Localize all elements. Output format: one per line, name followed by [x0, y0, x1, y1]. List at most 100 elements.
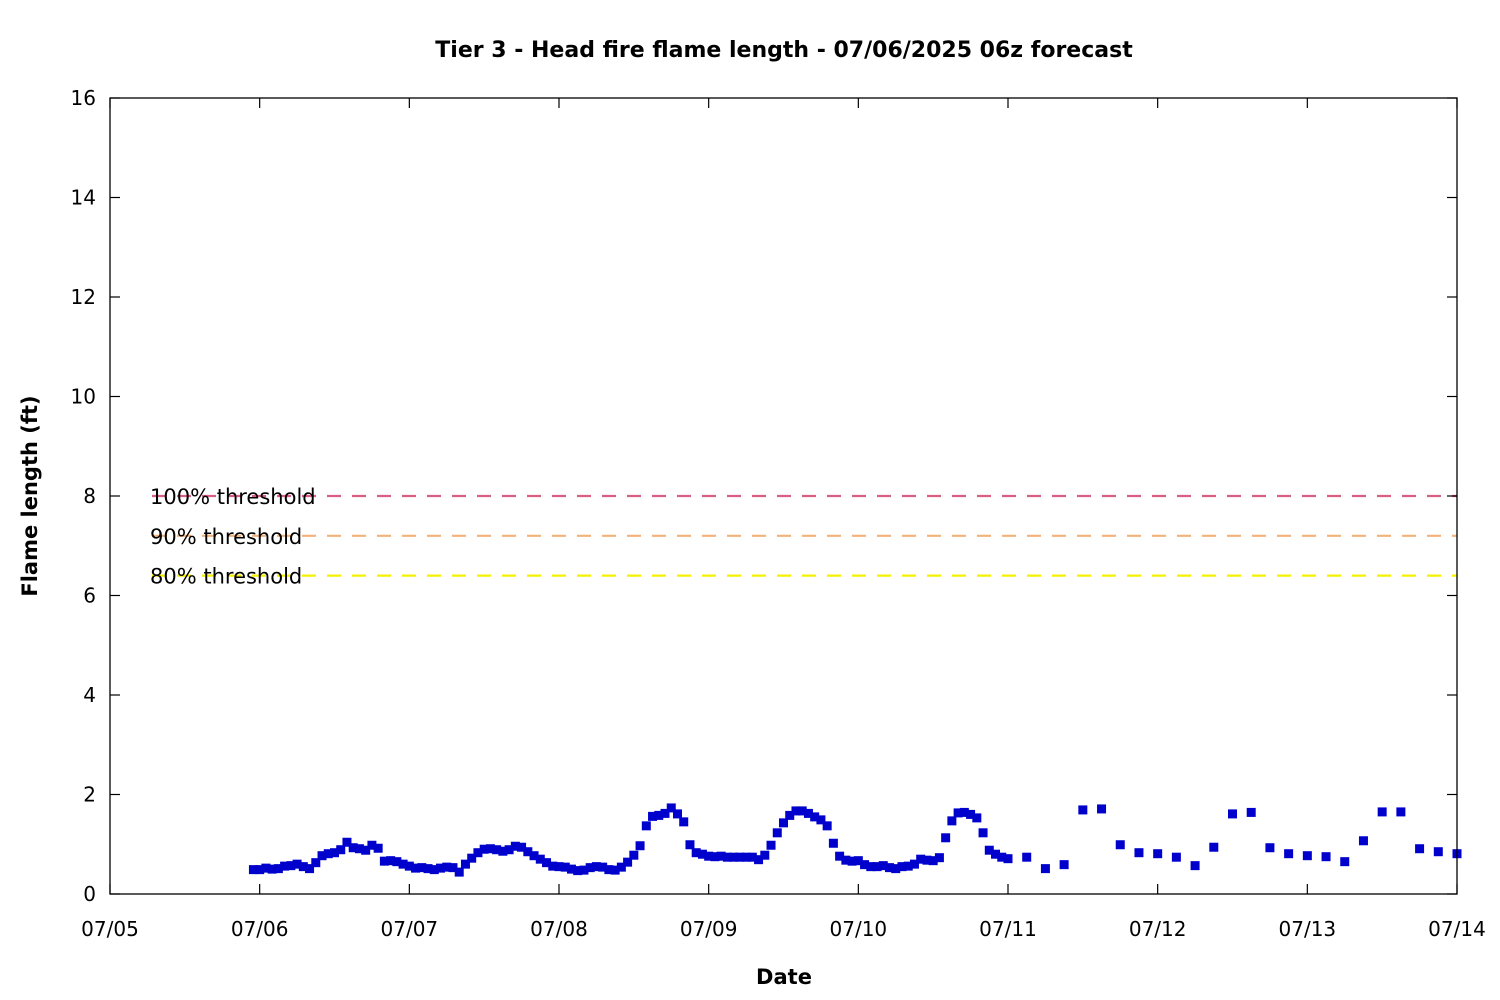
- data-point: [991, 849, 1001, 859]
- data-point: [866, 862, 876, 872]
- x-tick-label: 07/10: [830, 917, 888, 941]
- data-point: [317, 851, 327, 861]
- data-point: [691, 848, 701, 858]
- data-point: [354, 844, 364, 854]
- data-point: [810, 812, 820, 822]
- data-point: [972, 813, 982, 823]
- data-point: [1377, 807, 1387, 817]
- data-point: [897, 862, 907, 872]
- y-tick-label: 10: [71, 385, 96, 409]
- data-point: [566, 864, 576, 874]
- data-point: [323, 849, 333, 859]
- data-point: [473, 848, 483, 858]
- data-point: [417, 863, 427, 873]
- y-axis-ticks: 0 2 4 6 8 10 12 14 16: [71, 86, 1457, 906]
- data-point: [517, 842, 527, 852]
- x-tick-label: 07/09: [680, 917, 738, 941]
- data-point: [997, 852, 1007, 862]
- data-point: [1134, 848, 1144, 858]
- data-point: [1265, 843, 1275, 853]
- data-point: [735, 852, 745, 862]
- data-point: [922, 855, 932, 865]
- data-point: [554, 862, 564, 872]
- data-point: [847, 856, 857, 866]
- data-point: [560, 862, 570, 872]
- data-point: [885, 863, 895, 873]
- data-point: [542, 858, 552, 868]
- data-point: [841, 855, 851, 865]
- data-point: [928, 856, 938, 866]
- data-point: [1115, 840, 1125, 850]
- data-point: [392, 857, 402, 867]
- data-point: [330, 848, 339, 858]
- data-point: [460, 859, 470, 869]
- data-point: [909, 859, 919, 869]
- y-tick-label: 2: [83, 783, 96, 807]
- data-point: [666, 803, 676, 813]
- threshold-label: 100% threshold: [150, 485, 316, 509]
- data-point: [1040, 864, 1050, 874]
- data-point: [766, 840, 776, 850]
- data-point: [878, 861, 888, 871]
- data-point: [348, 843, 358, 853]
- y-axis-label: Flame length (ft): [18, 395, 42, 596]
- data-point: [978, 828, 988, 838]
- data-point: [704, 851, 714, 861]
- y-tick-label: 16: [71, 86, 96, 110]
- data-point: [966, 809, 976, 819]
- data-point: [710, 852, 720, 862]
- data-points: [248, 803, 1462, 877]
- data-point: [903, 861, 913, 871]
- data-point: [1321, 852, 1331, 862]
- data-point: [953, 808, 963, 818]
- threshold-labels: 100% threshold 90% threshold 80% threshold: [150, 485, 316, 589]
- data-point: [1078, 805, 1088, 815]
- data-point: [754, 855, 764, 865]
- data-point: [373, 843, 383, 853]
- x-tick-label: 07/08: [530, 917, 588, 941]
- y-tick-label: 12: [71, 285, 96, 309]
- data-point: [797, 806, 807, 816]
- data-point: [803, 808, 813, 818]
- data-point: [604, 865, 614, 875]
- data-point: [747, 852, 757, 862]
- data-point: [467, 853, 477, 863]
- data-point: [785, 810, 795, 820]
- data-point: [429, 865, 439, 875]
- data-point: [1415, 844, 1425, 854]
- data-point: [984, 845, 994, 855]
- data-point: [872, 862, 882, 872]
- data-point: [398, 859, 408, 869]
- data-point: [828, 838, 838, 848]
- data-point: [479, 844, 489, 854]
- data-point: [492, 845, 502, 855]
- data-point: [654, 810, 664, 820]
- data-point: [779, 818, 788, 828]
- x-tick-label: 07/13: [1279, 917, 1337, 941]
- data-point: [573, 866, 583, 876]
- threshold-label: 90% threshold: [150, 525, 302, 549]
- data-point: [1340, 857, 1350, 867]
- data-point: [623, 857, 633, 867]
- x-axis-ticks: 07/05 07/06 07/07 07/08 07/09 07/10 07/11 07/12…: [81, 98, 1486, 941]
- data-point: [1246, 807, 1256, 817]
- y-tick-label: 4: [83, 683, 96, 707]
- chart-title: Tier 3 - Head fire flame length - 07/06/…: [435, 38, 1133, 63]
- data-point: [616, 862, 626, 872]
- data-point: [286, 861, 296, 871]
- data-point: [660, 808, 670, 818]
- data-point: [485, 844, 495, 854]
- data-point: [822, 821, 832, 831]
- data-point: [741, 852, 751, 862]
- data-point: [816, 815, 826, 825]
- data-point: [722, 852, 732, 862]
- data-point: [791, 806, 801, 816]
- data-point: [672, 809, 682, 819]
- data-point: [591, 862, 601, 872]
- y-tick-label: 8: [83, 484, 96, 508]
- data-point: [934, 853, 944, 863]
- data-point: [529, 851, 539, 861]
- data-point: [941, 833, 951, 843]
- data-point: [853, 856, 863, 866]
